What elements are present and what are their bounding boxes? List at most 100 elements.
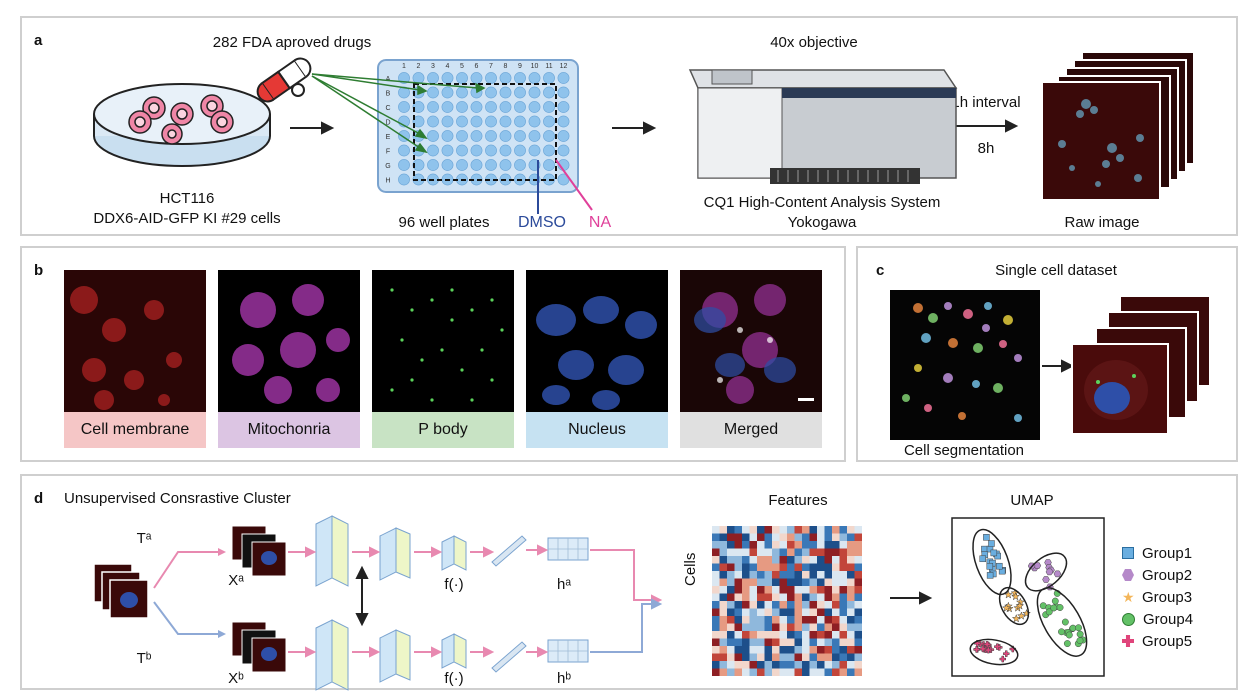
- heatmap-cell: [742, 563, 750, 571]
- plate-well: [499, 115, 512, 128]
- heatmap-cell: [794, 586, 802, 594]
- heatmap-cell: [727, 661, 735, 669]
- heatmap-cell: [802, 541, 810, 549]
- plate-well: [441, 72, 454, 84]
- plate-col-label: 6: [475, 63, 479, 70]
- plate-well: [441, 86, 454, 99]
- heatmap-cell: [847, 631, 855, 639]
- heatmap-cell: [764, 616, 772, 624]
- heatmap-cell: [719, 653, 727, 661]
- heatmap-cell: [727, 646, 735, 654]
- heatmap-cell: [832, 668, 840, 676]
- heatmap-cell: [772, 593, 780, 601]
- heatmap-cell: [742, 601, 750, 609]
- heatmap-cell: [839, 563, 847, 571]
- heatmap-cell: [839, 661, 847, 669]
- plate-well: [543, 86, 555, 99]
- drugs-label: 282 FDA aproved drugs: [212, 34, 372, 51]
- heatmap-cell: [824, 593, 832, 601]
- heatmap-cell: [809, 638, 817, 646]
- micrograph-cell-membrane: Cell membrane: [64, 270, 206, 448]
- umap-point: [981, 545, 988, 553]
- heatmap-cell: [824, 533, 832, 541]
- heatmap-cell: [779, 668, 787, 676]
- plate-well: [557, 130, 570, 142]
- heatmap-cell: [772, 616, 780, 624]
- panel-d-label: d: [34, 490, 44, 507]
- heatmap-cell: [854, 548, 862, 556]
- heatmap-cell: [764, 541, 772, 549]
- plate-well: [470, 144, 483, 157]
- heatmap-cell: [719, 631, 727, 639]
- heatmap-cell: [779, 593, 787, 601]
- umap-point: [1063, 640, 1071, 648]
- heatmap-cell: [712, 563, 720, 571]
- panel-c: c Single cell dataset Cell segmentation: [856, 246, 1238, 462]
- heatmap-cell: [727, 608, 735, 616]
- heatmap-cell: [847, 563, 855, 571]
- heatmap-cell: [734, 526, 742, 534]
- petri-dish-icon: [93, 83, 271, 167]
- plate-well: [427, 72, 439, 84]
- heatmap-cell: [772, 586, 780, 594]
- heatmap-cell: [779, 661, 787, 669]
- heatmap-cell: [854, 571, 862, 579]
- heatmap-cell: [749, 578, 757, 586]
- umap-point: [1053, 570, 1062, 578]
- heatmap-cell: [794, 608, 802, 616]
- heatmap-cell: [794, 541, 802, 549]
- plate-well: [557, 115, 570, 128]
- umap-point: [983, 534, 990, 541]
- legend-item-group4: Group4: [1122, 608, 1193, 630]
- heatmap-cell: [749, 631, 757, 639]
- heatmap-cell: [787, 623, 795, 631]
- heatmap-cell: [802, 548, 810, 556]
- xb-label: Xᵇ: [228, 670, 244, 687]
- heatmap-cell: [802, 601, 810, 609]
- micrograph-nucleus: Nucleus: [526, 270, 668, 448]
- heatmap-cell: [794, 578, 802, 586]
- heatmap-cell: [847, 646, 855, 654]
- heatmap-cell: [742, 608, 750, 616]
- heatmap-cell: [854, 623, 862, 631]
- heatmap-cell: [809, 526, 817, 534]
- heatmap-cell: [772, 638, 780, 646]
- heatmap-cell: [847, 601, 855, 609]
- plate-well: [543, 159, 555, 171]
- heatmap-cell: [787, 661, 795, 669]
- heatmap-cell: [742, 661, 750, 669]
- heatmap-cell: [854, 616, 862, 624]
- plate-well: [441, 144, 454, 157]
- plate-col-label: 4: [446, 63, 450, 70]
- plate-well: [499, 159, 512, 171]
- heatmap-cell: [832, 526, 840, 534]
- heatmap-cell: [824, 586, 832, 594]
- heatmap-cell: [802, 593, 810, 601]
- heatmap-cell: [742, 571, 750, 579]
- heatmap-cell: [712, 601, 720, 609]
- plate-well: [557, 86, 570, 99]
- plate-well: [543, 144, 555, 157]
- heatmap-cell: [817, 571, 825, 579]
- heatmap-cell: [757, 586, 765, 594]
- heatmap-cell: [719, 623, 727, 631]
- heatmap-cell: [839, 631, 847, 639]
- heatmap-cell: [779, 578, 787, 586]
- heatmap-cell: [749, 526, 757, 534]
- heatmap-cell: [809, 586, 817, 594]
- heatmap-cell: [839, 646, 847, 654]
- heatmap-cell: [817, 526, 825, 534]
- cq1-machine-icon: [688, 69, 958, 184]
- heatmap-cell: [749, 548, 757, 556]
- umap-point: [1051, 597, 1059, 605]
- heatmap-cell: [764, 668, 772, 676]
- heatmap-cell: [787, 631, 795, 639]
- heatmap-cell: [712, 653, 720, 661]
- heatmap-cell: [734, 668, 742, 676]
- plate-well: [528, 115, 541, 128]
- heatmap-cell: [817, 631, 825, 639]
- heatmap-cell: [757, 646, 765, 654]
- heatmap-cell: [839, 668, 847, 676]
- tb-label: Tᵇ: [136, 650, 152, 667]
- heatmap-cell: [839, 608, 847, 616]
